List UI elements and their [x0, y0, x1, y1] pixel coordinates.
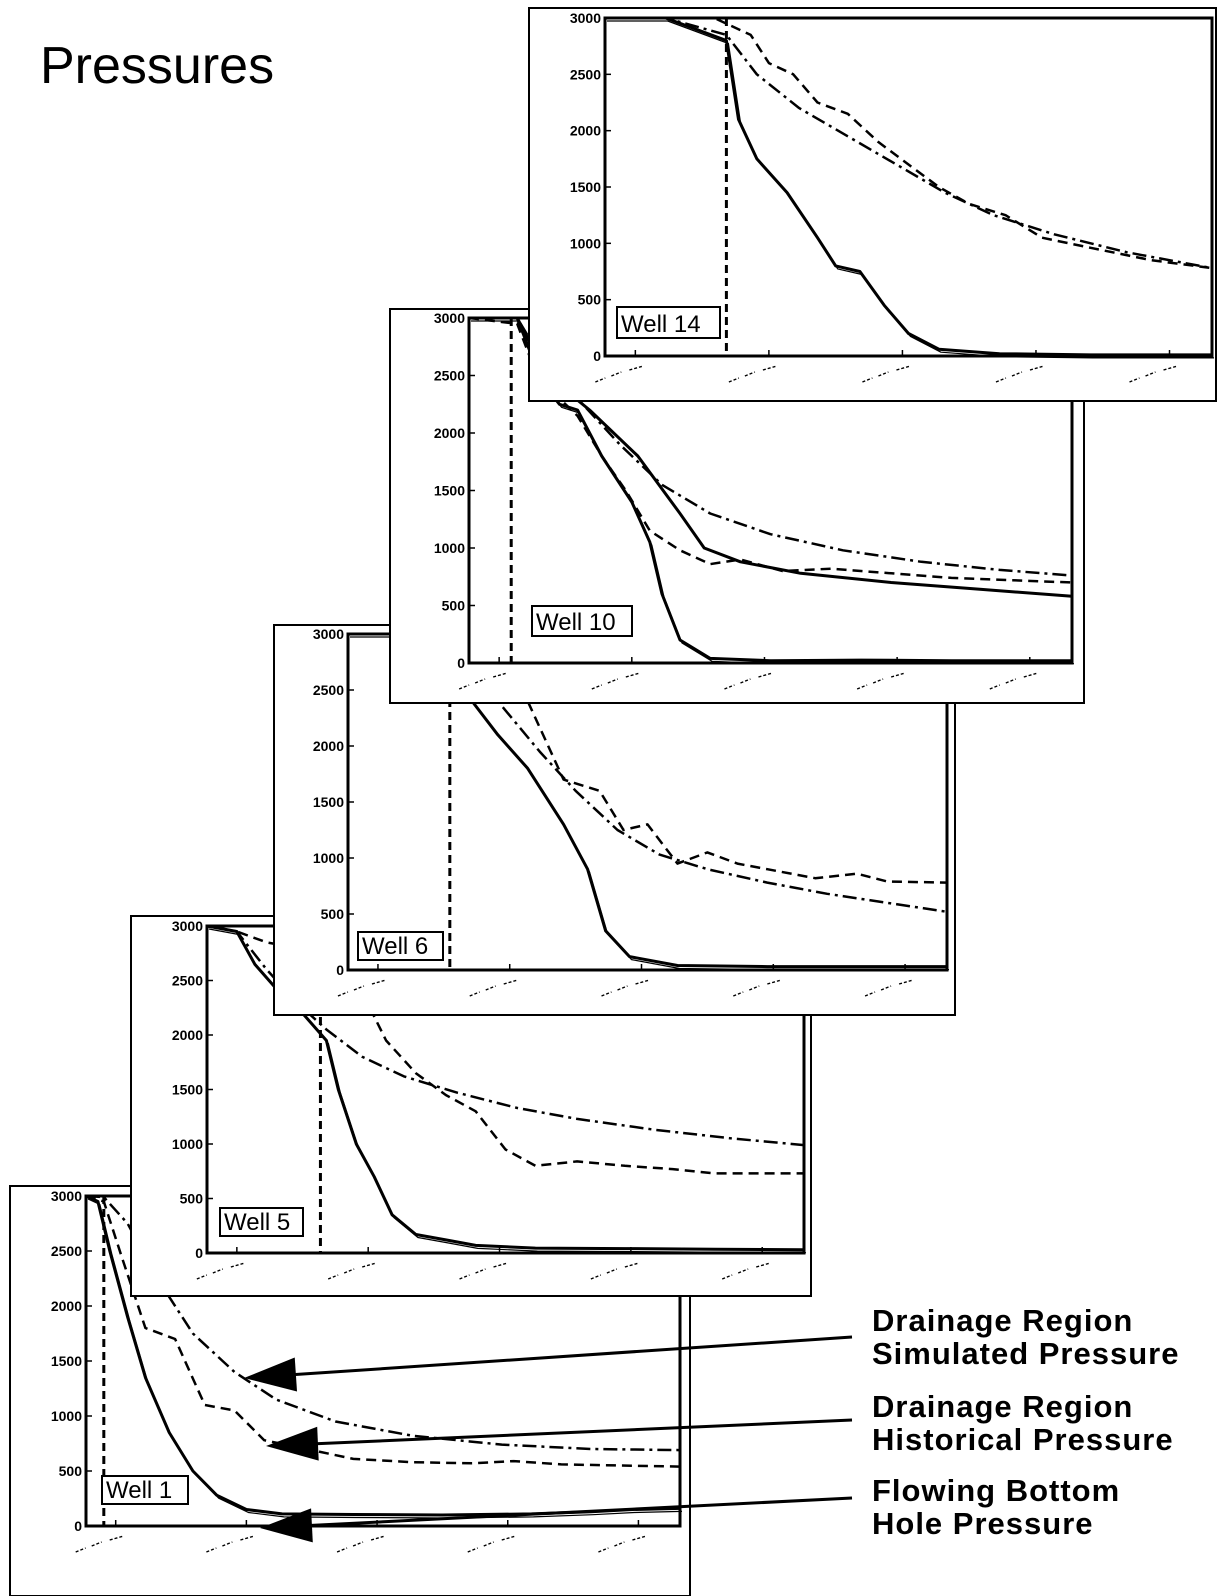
well-10-ytick-label: 2500: [434, 368, 465, 384]
well-10-ytick-label: 1000: [434, 540, 465, 556]
arrow-fbhp-head: [260, 1508, 313, 1543]
well-5-label-box: [219, 1207, 304, 1237]
well-10-xtick-label-illegible: [458, 672, 508, 690]
well-14-ytick-label: 1500: [570, 179, 601, 195]
well-5-series-sim: [206, 924, 805, 1147]
well-5-xtick-label-illegible: [327, 1262, 377, 1280]
page-title: Pressures: [40, 37, 275, 95]
well-5-label: Well 5: [224, 1209, 290, 1236]
arrow-historical-head: [266, 1426, 319, 1461]
well-14-ytick-label: 2000: [570, 123, 601, 139]
well-5-ytick-label: 1500: [172, 1082, 203, 1098]
arrow-simulated-shaft: [287, 1335, 853, 1377]
well-5-ytick-label: 2000: [172, 1027, 203, 1043]
well-1-series-fbhp-shadow: [87, 1198, 683, 1519]
well-10-label-box: [531, 605, 633, 637]
well-5-xtick-label-illegible: [196, 1262, 246, 1280]
well-5-xtick-label-illegible: [459, 1262, 508, 1280]
well-1-ytick-label: 2500: [51, 1243, 82, 1259]
well-5-ytick-label: 0: [195, 1245, 203, 1261]
legend-historical-line1: Drainage Region: [872, 1389, 1134, 1424]
well-14-ytick-label: 1000: [570, 235, 601, 251]
legend-simulated-pressure: Drainage Region Simulated Pressure: [872, 1304, 1179, 1370]
well-1-ytick-label: 1500: [51, 1353, 82, 1369]
legend-simulated-line2: Simulated Pressure: [872, 1336, 1180, 1371]
well-14-xtick-label-illegible: [862, 365, 911, 383]
well-14-series-sim: [605, 16, 1213, 270]
well-6-xtick-label-illegible: [864, 979, 914, 997]
well-6-label: Well 6: [362, 933, 428, 960]
legend-flowing-bottom-hole-pressure: Flowing Bottom Hole Pressure: [872, 1474, 1120, 1540]
arrow-fbhp-shaft: [303, 1496, 853, 1528]
well-10-xtick-label-illegible: [591, 672, 641, 690]
well-6-ytick-label: 500: [321, 906, 345, 922]
legend-historical-pressure: Drainage Region Historical Pressure: [872, 1390, 1174, 1456]
well-14-xtick-label-illegible: [595, 365, 644, 383]
well-1-ytick-label: 500: [59, 1463, 83, 1479]
well-6-ytick-label: 1000: [313, 850, 344, 866]
well-1-ytick-label: 2000: [51, 1298, 82, 1314]
well-6-xtick-label-illegible: [469, 979, 518, 997]
well-14-series-hist: [605, 16, 1213, 270]
well-1-ytick-label: 0: [74, 1518, 82, 1534]
well-14-series-fbhp-shadow: [607, 20, 1214, 359]
arrow-historical-shaft: [309, 1418, 853, 1446]
well-10-xtick-label-illegible: [856, 672, 906, 690]
well-10-ytick-label: 2000: [434, 425, 465, 441]
well-5-ytick-label: 3000: [172, 918, 203, 934]
well-14-xtick-label-illegible: [995, 365, 1045, 383]
well-14-ytick-label: 0: [593, 348, 601, 364]
well-1-xtick-label-illegible: [467, 1535, 516, 1553]
well-14-frame: [528, 7, 1217, 402]
well-6-xtick-label-illegible: [733, 979, 782, 997]
legend-fbhp-line2: Hole Pressure: [872, 1506, 1094, 1541]
well-6-ytick-label: 1500: [313, 794, 344, 810]
well-14-ytick-label: 3000: [570, 10, 601, 26]
well-1-series-sim: [85, 1194, 681, 1452]
well-10-ytick-label: 3000: [434, 310, 465, 326]
well-5-ytick-label: 2500: [172, 973, 203, 989]
well-6-ytick-label: 2000: [313, 738, 344, 754]
well-1-ytick-label: 3000: [51, 1188, 82, 1204]
well-1-xtick-label-illegible: [336, 1535, 386, 1553]
well-14-label: Well 14: [621, 311, 701, 338]
legend-historical-line2: Historical Pressure: [872, 1422, 1174, 1457]
well-1-xtick-label-illegible: [598, 1535, 647, 1553]
well-6-xtick-label-illegible: [601, 979, 650, 997]
well-14-xtick-label-illegible: [728, 365, 778, 383]
well-14-ytick-label: 2500: [570, 66, 601, 82]
well-1-label-box: [101, 1475, 189, 1505]
well-1-series-hist: [85, 1194, 681, 1468]
well-10-ytick-label: 1500: [434, 483, 465, 499]
well-5-series-fbhp-shadow: [208, 928, 807, 1254]
well-6-ytick-label: 2500: [313, 682, 344, 698]
well-1-ytick-label: 1000: [51, 1408, 82, 1424]
well-6-xtick-label-illegible: [337, 979, 387, 997]
arrow-simulated-head: [244, 1357, 298, 1392]
well-14-ytick-label: 500: [578, 292, 602, 308]
well-1-xtick-label-illegible: [75, 1535, 124, 1553]
well-10-ytick-label: 0: [457, 655, 465, 671]
well-6-label-box: [357, 931, 444, 961]
well-10-ytick-label: 500: [442, 598, 466, 614]
well-5-ytick-label: 1000: [172, 1136, 203, 1152]
legend-arrows: [244, 1335, 853, 1543]
well-5-ytick-label: 500: [180, 1191, 204, 1207]
well-10-xtick-label-illegible: [724, 672, 773, 690]
well-14-xtick-label-illegible: [1129, 365, 1178, 383]
well-6-ytick-label: 3000: [313, 626, 344, 642]
legend-simulated-line1: Drainage Region: [872, 1303, 1134, 1338]
chart-well-14: 0 500 1000 1500 2000 2500 3000 Well 14: [528, 7, 1217, 402]
well-6-ytick-label: 0: [336, 962, 344, 978]
well-14-label-box: [616, 306, 721, 339]
well-10-label: Well 10: [536, 609, 616, 636]
well-1-label: Well 1: [106, 1477, 172, 1504]
well-5-xtick-label-illegible: [590, 1262, 640, 1280]
legend-fbhp-line1: Flowing Bottom: [872, 1473, 1121, 1508]
well-5-xtick-label-illegible: [721, 1262, 771, 1280]
well-10-xtick-label-illegible: [989, 672, 1038, 690]
well-1-xtick-label-illegible: [206, 1535, 255, 1553]
